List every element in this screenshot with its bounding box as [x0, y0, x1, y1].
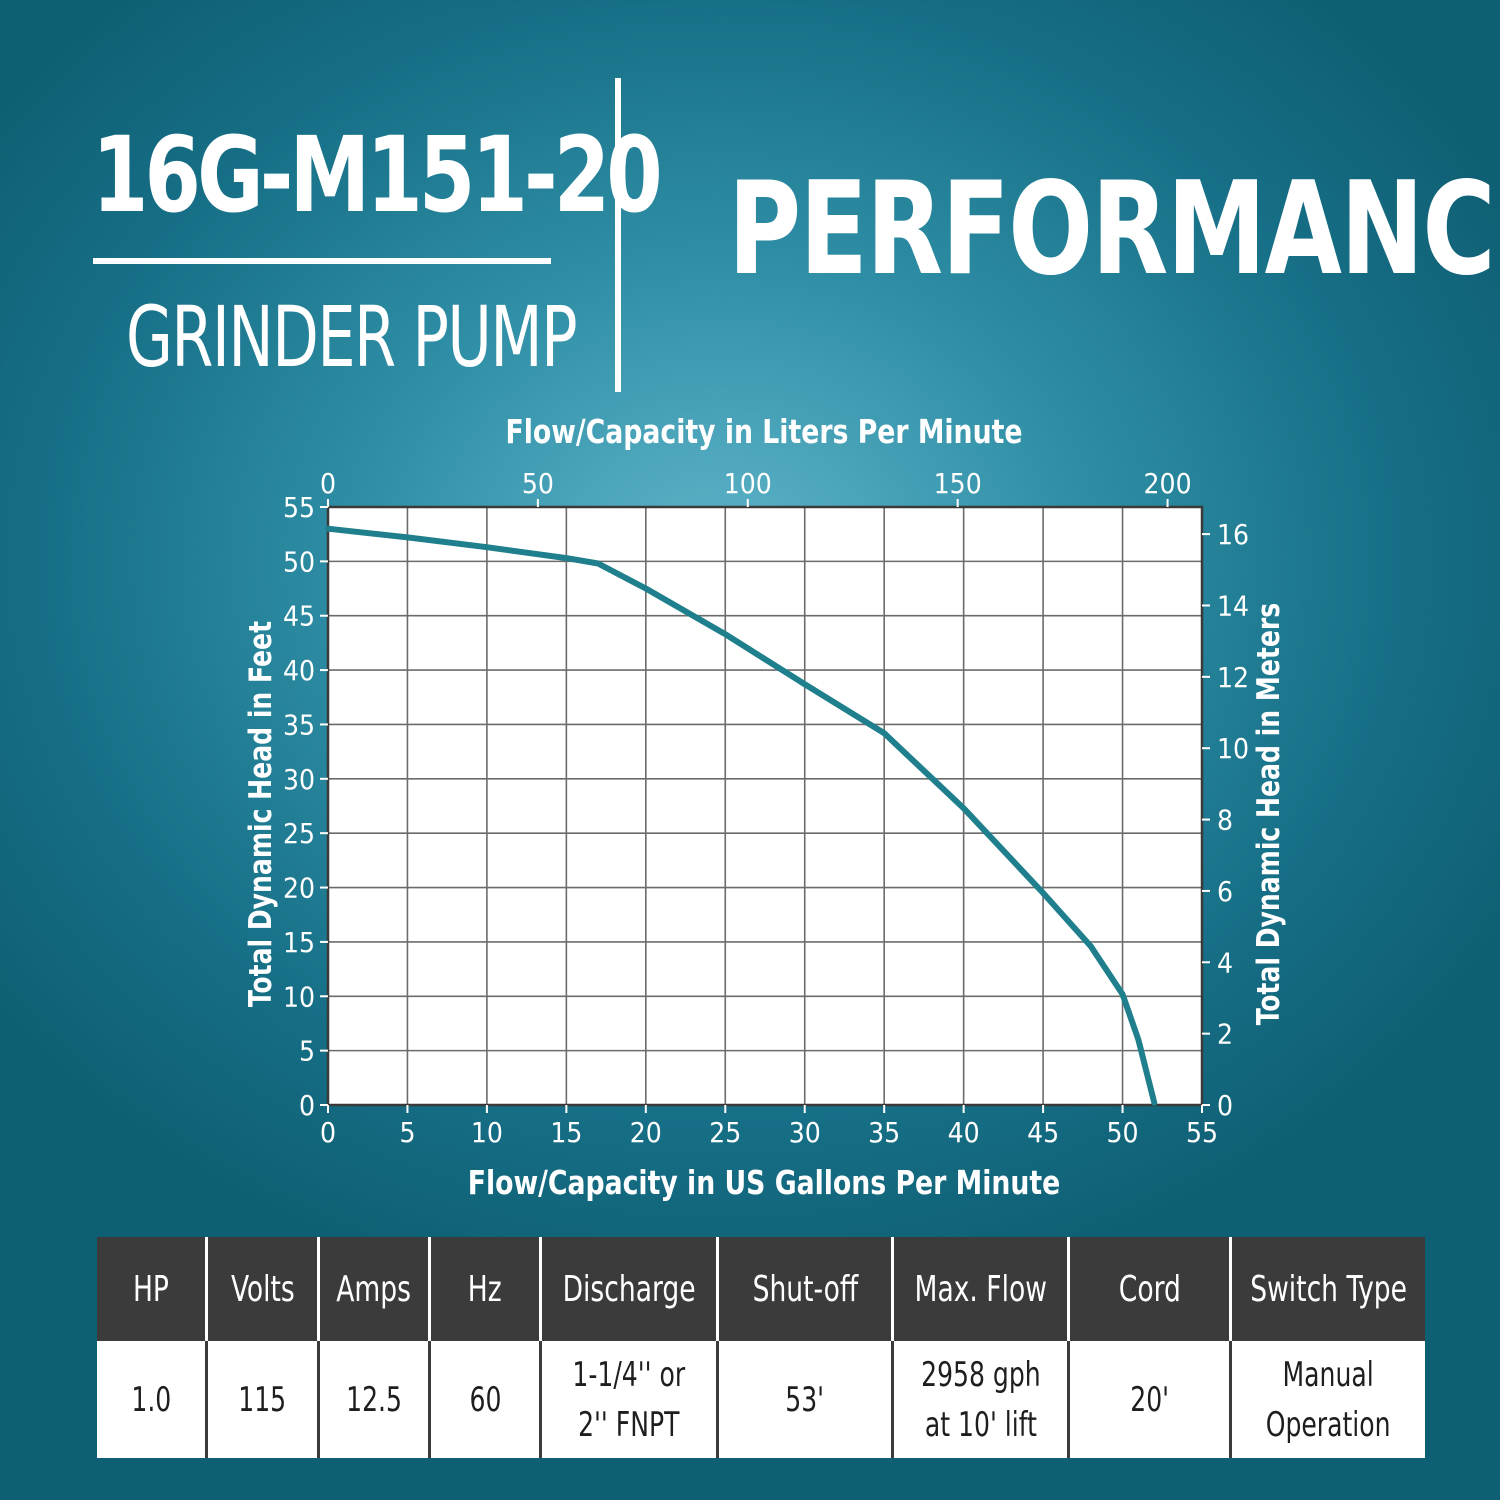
y-tick-label: 45: [283, 600, 315, 633]
spec-value-cell: 1.0: [97, 1341, 208, 1458]
y-tick-label: 30: [283, 763, 315, 796]
x-tick-label: 50: [1107, 1116, 1139, 1149]
y2-tick-label: 4: [1217, 946, 1233, 979]
spec-value-cell: 53': [717, 1341, 894, 1458]
x-tick-label: 55: [1186, 1116, 1218, 1149]
y-tick-label: 55: [283, 491, 315, 524]
y2-axis-title: Total Dynamic Head in Meters: [1251, 603, 1287, 1025]
x-tick-label: 0: [320, 1116, 336, 1149]
performance-heading: PERFORMANCE: [728, 155, 1500, 304]
y2-tick-label: 16: [1217, 518, 1249, 551]
x2-axis-title: Flow/Capacity in Liters Per Minute: [505, 414, 1022, 452]
spec-header-row: HP Volts Amps Hz Discharge Shut-off Max. Flow C…: [97, 1237, 1425, 1341]
header-divider: [615, 78, 621, 392]
spec-value-cell: 2958 gph at 10' lift: [892, 1341, 1070, 1458]
spec-header-cell: Volts: [206, 1237, 320, 1341]
y2-tick-label: 0: [1217, 1089, 1233, 1122]
x-tick-label: 45: [1027, 1116, 1059, 1149]
grid-lines: [326, 505, 1204, 1107]
x-tick-label: 35: [868, 1116, 900, 1149]
x-tick-label: 40: [948, 1116, 980, 1149]
plot-border: [326, 505, 1204, 1107]
model-underline: [93, 258, 551, 264]
x-tick-label: 30: [789, 1116, 821, 1149]
spec-header-cell: Hz: [429, 1237, 542, 1341]
product-type: GRINDER PUMP: [126, 288, 578, 386]
y-tick-label: 10: [283, 980, 315, 1013]
y2-tick-label: 14: [1217, 589, 1249, 622]
spec-header-cell: Switch Type: [1230, 1237, 1425, 1341]
spec-value-cell: 1-1/4'' or 2'' FNPT: [540, 1341, 719, 1458]
y-tick-label: 0: [299, 1089, 315, 1122]
pump-curve-line: [325, 525, 1158, 1106]
y-tick-label: 50: [283, 545, 315, 578]
performance-curve-chart: 0 5 10 15 20 25 30 35 40 45 50 55051015202530354045…: [243, 414, 1287, 1203]
x2-tick-label: 150: [934, 467, 982, 500]
spec-value-row: 1.0 115 12.5 60 1-1/4'' or 2'' FNPT 53' 2958 gp…: [97, 1341, 1425, 1458]
y2-tick-label: 6: [1217, 875, 1233, 908]
x-tick-label: 20: [630, 1116, 662, 1149]
spec-header-cell: Max. Flow: [892, 1237, 1070, 1341]
y-tick-label: 35: [283, 708, 315, 741]
y-tick-label: 5: [299, 1035, 315, 1068]
spec-table: HP Volts Amps Hz Discharge Shut-off Max. Flow C…: [97, 1237, 1425, 1458]
spec-header-cell: Amps: [318, 1237, 431, 1341]
spec-header-cell: Discharge: [540, 1237, 719, 1341]
spec-value-cell: Manual Operation: [1230, 1341, 1425, 1458]
y-tick-label: 20: [283, 872, 315, 905]
x2-tick-label: 0: [320, 467, 336, 500]
x-tick-label: 15: [550, 1116, 582, 1149]
spec-header-cell: Shut-off: [717, 1237, 894, 1341]
x2-tick-label: 100: [724, 467, 772, 500]
x-tick-label: 10: [471, 1116, 503, 1149]
spec-value-cell: 60: [429, 1341, 542, 1458]
x-axis-title: Flow/Capacity in US Gallons Per Minute: [468, 1165, 1061, 1203]
tick-labels: 0 5 10 15 20 25 30 35 40 45 50 55051015202530354045…: [283, 467, 1249, 1149]
spec-header-cell: HP: [97, 1237, 208, 1341]
spec-value-cell: 115: [206, 1341, 320, 1458]
x-tick-label: 25: [709, 1116, 741, 1149]
x-tick-label: 5: [399, 1116, 415, 1149]
x2-tick-label: 50: [522, 467, 554, 500]
y2-tick-label: 10: [1217, 732, 1249, 765]
y2-tick-label: 2: [1217, 1018, 1233, 1051]
y-tick-label: 40: [283, 654, 315, 687]
y-axis-title: Total Dynamic Head in Feet: [243, 621, 279, 1007]
y-tick-label: 25: [283, 817, 315, 850]
spec-value-cell: 20': [1068, 1341, 1232, 1458]
y2-tick-label: 8: [1217, 804, 1233, 837]
y-tick-label: 15: [283, 926, 315, 959]
plot-area: [328, 507, 1202, 1105]
spec-header-cell: Cord: [1068, 1237, 1232, 1341]
y2-tick-label: 12: [1217, 661, 1249, 694]
x2-tick-label: 200: [1144, 467, 1192, 500]
spec-value-cell: 12.5: [318, 1341, 431, 1458]
axis-ticks: [320, 499, 1210, 1113]
